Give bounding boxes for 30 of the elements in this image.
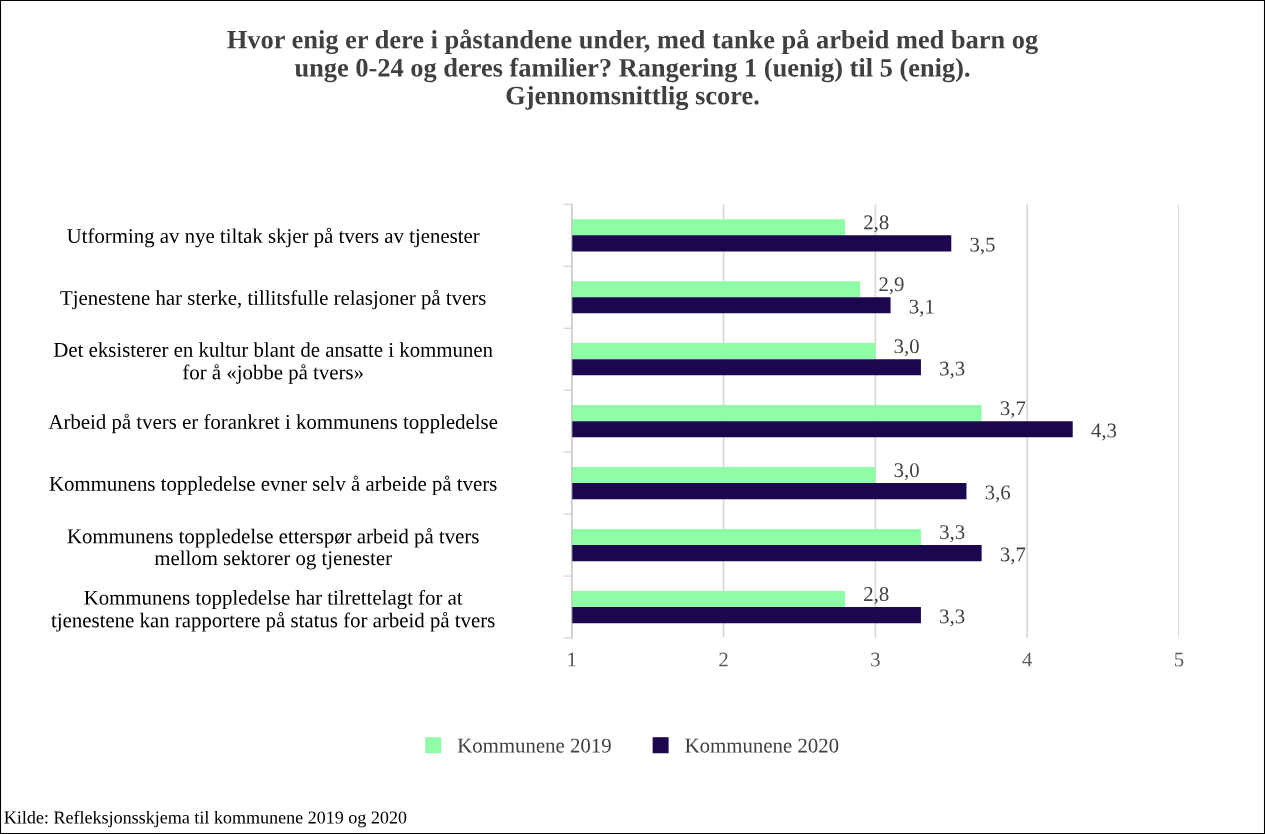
data-label: 3,0 [894,463,919,481]
x-tick-label: 2 [719,652,728,667]
data-label: 3,7 [1000,547,1026,565]
chart-title: Hvor enig er dere i påstandene under, med tanke på arbeid med barn og unge 0-24 og deres familier? Rangering 1 (uenig) til 5 (enig). Gjennomsnittlig score. [227,29,1038,111]
x-tick-label: 5 [1174,652,1184,667]
y-tick-label: Tjenestene har sterke, tillitsfulle relasjoner på tvers [60,289,486,310]
data-label: 3,0 [894,339,919,357]
data-label: 3,1 [909,299,934,317]
y-tick-label: Det eksisterer en kultur blant de ansatte i kommunen for å «jobbe på tvers» [53,342,493,384]
x-tick-label: 3 [871,652,880,667]
data-label: 2,9 [879,277,904,295]
y-tick-label: Kommunens toppledelse etterspør arbeid på tvers mellom sektorer og tjenester [67,528,479,570]
data-label: 3,5 [970,237,995,255]
data-label: 2,8 [864,587,889,605]
text: Kilde: Refleksjonsskjema til kommunene 2019 og 2020 [4,810,407,828]
x-tick-label: 4 [1022,652,1033,667]
data-label: 3,3 [940,609,965,627]
y-tick-label: Kommunens toppledelse har tilrettelagt for at tjenestene kan rapportere på status for arbeid på tvers [51,589,495,632]
legend-label: Kommunene 2019 [457,738,611,753]
x-tick-label: 1 [568,652,576,667]
data-label: 3,3 [940,361,965,379]
data-label: 3,6 [985,485,1011,503]
legend-label: Kommunene 2020 [685,738,839,753]
data-label: 2,8 [864,215,889,233]
y-tick-label: Arbeid på tvers er forankret i kommunens toppledelse [48,413,498,434]
y-tick-label: Kommunens toppledelse evner selv å arbeide på tvers [49,475,497,496]
data-label: 4,3 [1091,423,1117,441]
data-label: 3,3 [940,525,965,543]
y-tick-label: Utforming av nye tiltak skjer på tvers av tjenester [67,227,480,248]
data-label: 3,7 [1000,401,1026,419]
